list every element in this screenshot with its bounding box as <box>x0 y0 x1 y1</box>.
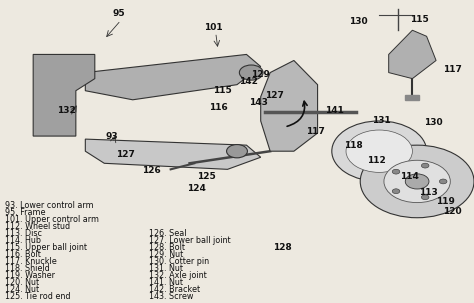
Circle shape <box>332 121 427 181</box>
Text: 132: 132 <box>57 106 76 115</box>
Text: 114: 114 <box>401 172 419 181</box>
Text: 119: 119 <box>436 197 455 206</box>
Circle shape <box>227 145 247 158</box>
Polygon shape <box>33 55 95 136</box>
Text: 124. Nut: 124. Nut <box>5 285 39 294</box>
Text: 120: 120 <box>443 207 462 216</box>
Text: 101. Upper control arm: 101. Upper control arm <box>5 215 99 224</box>
Circle shape <box>384 160 450 203</box>
Circle shape <box>360 145 474 218</box>
Text: 129: 129 <box>251 70 270 78</box>
Text: 132. Axle joint: 132. Axle joint <box>149 271 207 280</box>
Text: 143: 143 <box>249 98 268 107</box>
Circle shape <box>392 169 400 174</box>
Circle shape <box>439 179 447 184</box>
Text: 95: 95 <box>112 9 125 18</box>
Polygon shape <box>389 30 436 78</box>
Polygon shape <box>85 139 261 169</box>
Polygon shape <box>85 55 261 100</box>
Text: 128. Bolt: 128. Bolt <box>149 243 185 252</box>
Text: 131: 131 <box>372 116 391 125</box>
Text: 117: 117 <box>443 65 462 74</box>
Text: 128: 128 <box>273 243 292 252</box>
Text: 126: 126 <box>142 166 161 175</box>
Text: 143. Screw: 143. Screw <box>149 291 194 301</box>
Polygon shape <box>261 61 318 151</box>
Text: 141: 141 <box>325 106 344 115</box>
Text: 93. Lower control arm: 93. Lower control arm <box>5 201 93 210</box>
Text: 115: 115 <box>213 86 232 95</box>
Text: 93: 93 <box>105 132 118 141</box>
Text: 141. Nut: 141. Nut <box>149 278 183 287</box>
Text: 142. Bracket: 142. Bracket <box>149 285 201 294</box>
Text: 118: 118 <box>344 141 363 150</box>
Text: 117: 117 <box>306 127 325 136</box>
Text: 112: 112 <box>367 156 386 165</box>
Text: 129. Nut: 129. Nut <box>149 250 183 259</box>
Text: 115. Upper ball joint: 115. Upper ball joint <box>5 243 87 252</box>
Circle shape <box>405 174 429 189</box>
Text: 130: 130 <box>348 17 367 26</box>
Text: 120. Nut: 120. Nut <box>5 278 39 287</box>
Text: 118. Shield: 118. Shield <box>5 264 49 273</box>
Text: 130. Cotter pin: 130. Cotter pin <box>149 257 210 266</box>
Text: 119. Washer: 119. Washer <box>5 271 55 280</box>
Text: 114. Hub: 114. Hub <box>5 236 41 245</box>
Text: 130: 130 <box>424 118 443 127</box>
FancyArrowPatch shape <box>287 101 307 126</box>
Text: 95. Frame: 95. Frame <box>5 208 45 217</box>
Text: 113. Disc: 113. Disc <box>5 229 42 238</box>
Text: 127: 127 <box>116 150 135 159</box>
Text: 127: 127 <box>265 91 284 100</box>
Circle shape <box>421 163 429 168</box>
Text: 116: 116 <box>209 103 228 112</box>
Text: 115: 115 <box>410 15 429 24</box>
Text: 126. Seal: 126. Seal <box>149 229 187 238</box>
Circle shape <box>421 195 429 200</box>
Text: 124: 124 <box>187 185 206 194</box>
Text: 142: 142 <box>239 77 258 86</box>
Circle shape <box>346 130 412 172</box>
Circle shape <box>392 189 400 194</box>
Text: 131. Nut: 131. Nut <box>149 264 183 273</box>
Text: 125. Tie rod end: 125. Tie rod end <box>5 291 70 301</box>
Text: 127. Lower ball joint: 127. Lower ball joint <box>149 236 231 245</box>
Text: 112. Wheel stud: 112. Wheel stud <box>5 222 70 231</box>
Text: 117. Knuckle: 117. Knuckle <box>5 257 56 266</box>
Text: 113: 113 <box>419 188 438 197</box>
Bar <box>405 95 419 100</box>
Circle shape <box>239 65 263 80</box>
Text: 125: 125 <box>197 172 216 181</box>
Text: 101: 101 <box>204 23 223 32</box>
Text: 116. Bolt: 116. Bolt <box>5 250 41 259</box>
